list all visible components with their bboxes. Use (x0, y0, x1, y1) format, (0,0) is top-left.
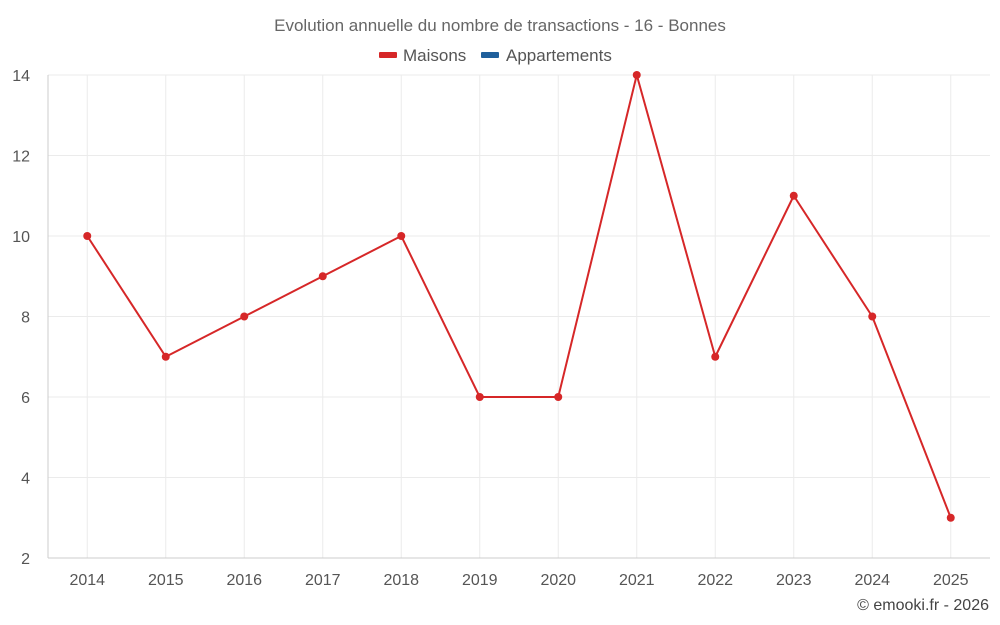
x-tick-label: 2023 (776, 572, 812, 589)
grid (48, 74, 990, 559)
data-point-maisons-2017[interactable] (318, 272, 327, 281)
y-tick-label: 6 (21, 390, 30, 407)
x-tick-label: 2015 (148, 572, 184, 589)
x-tick-label: 2016 (226, 572, 262, 589)
y-tick-label: 12 (12, 149, 30, 166)
data-point-maisons-2020[interactable] (554, 393, 563, 401)
data-point-maisons-2015[interactable] (161, 352, 170, 361)
data-point-maisons-2018[interactable] (397, 232, 406, 240)
data-point-maisons-2016[interactable] (240, 312, 249, 321)
chart-title: Evolution annuelle du nombre de transact… (274, 16, 726, 35)
y-tick-label: 4 (21, 471, 30, 488)
data-point-maisons-2022[interactable] (711, 352, 720, 361)
legend-swatch-maisons (379, 52, 397, 58)
y-tick-label: 10 (12, 229, 30, 246)
legend-label-maisons: Maisons (403, 46, 466, 65)
x-tick-label: 2020 (540, 572, 576, 589)
data-point-maisons-2023[interactable] (789, 191, 798, 200)
legend-item-maisons[interactable]: Maisons (379, 46, 466, 65)
x-tick-label: 2021 (619, 572, 655, 589)
x-tick-label: 2017 (305, 572, 341, 589)
series-maisons (83, 71, 955, 522)
x-tick-label: 2024 (854, 572, 890, 589)
credit-text: © emooki.fr - 2026 (857, 597, 989, 614)
x-tick-label: 2014 (69, 572, 105, 589)
x-tick-label: 2019 (462, 572, 498, 589)
data-point-maisons-2019[interactable] (475, 393, 484, 401)
legend-swatch-appartements (481, 52, 499, 58)
data-point-maisons-2025[interactable] (946, 513, 955, 522)
legend-item-appartements[interactable]: Appartements (481, 46, 612, 65)
legend: Maisons Appartements (379, 46, 612, 65)
data-point-maisons-2014[interactable] (83, 232, 92, 240)
x-tick-label: 2018 (383, 572, 419, 589)
x-tick-label: 2022 (697, 572, 733, 589)
legend-label-appartements: Appartements (506, 46, 612, 65)
y-tick-label: 2 (21, 551, 30, 568)
y-axis: 2 4 6 8 10 12 14 (12, 68, 49, 568)
x-axis: 2014 2015 2016 2017 2018 2019 2020 2021 2022 2023… (48, 557, 990, 589)
y-tick-label: 14 (12, 68, 30, 85)
data-point-maisons-2024[interactable] (868, 312, 877, 321)
x-tick-label: 2025 (933, 572, 969, 589)
data-point-maisons-2021[interactable] (632, 71, 641, 79)
series-line-maisons (86, 74, 952, 519)
y-tick-label: 8 (21, 310, 30, 327)
